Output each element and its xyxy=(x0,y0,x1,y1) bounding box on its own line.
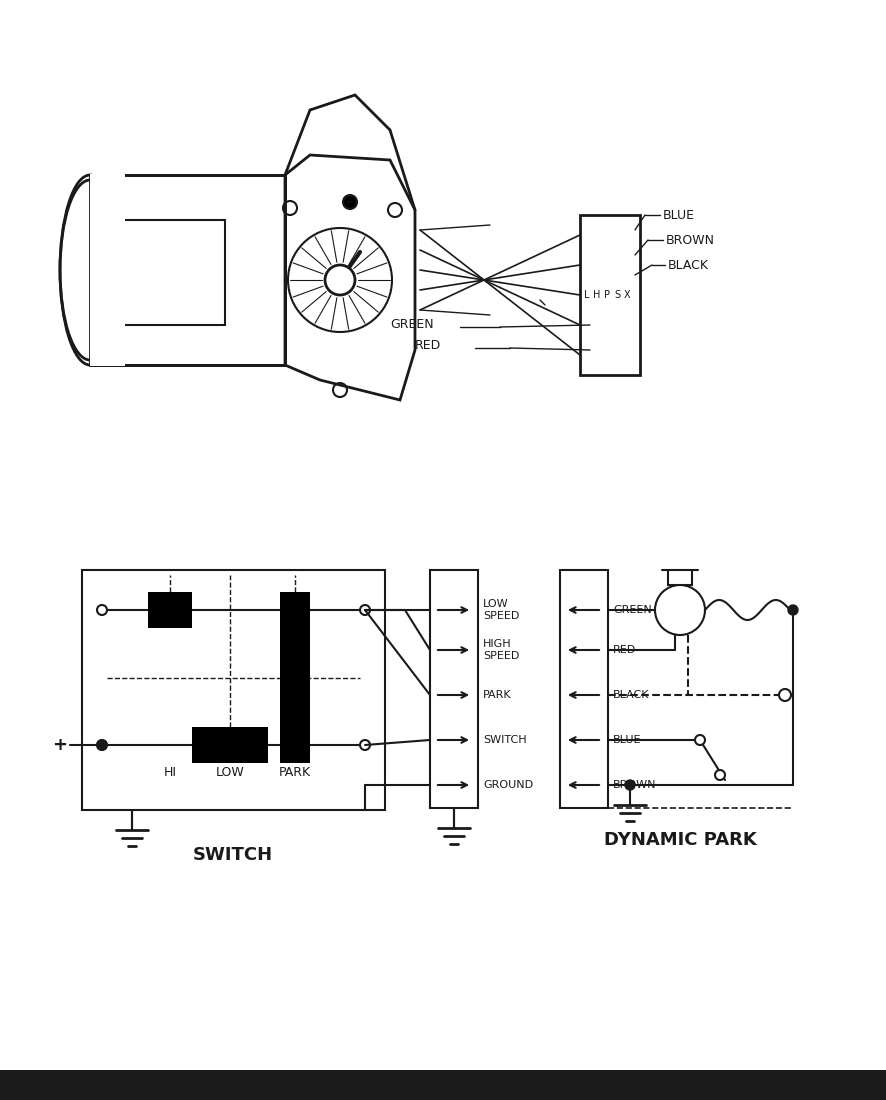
Bar xyxy=(82,570,385,810)
Bar xyxy=(559,570,607,808)
Circle shape xyxy=(343,195,356,209)
Text: SWITCH: SWITCH xyxy=(193,846,273,864)
Text: DYNAMIC PARK: DYNAMIC PARK xyxy=(603,830,756,849)
Bar xyxy=(667,570,691,585)
Text: LOW: LOW xyxy=(215,766,245,779)
Text: LOW
SPEED: LOW SPEED xyxy=(483,600,519,620)
Text: RED: RED xyxy=(612,645,635,654)
Text: BLUE: BLUE xyxy=(612,735,641,745)
Text: BROWN: BROWN xyxy=(612,780,656,790)
Bar xyxy=(148,592,191,628)
Text: BLACK: BLACK xyxy=(667,258,708,272)
Text: HI: HI xyxy=(163,766,176,779)
Bar xyxy=(89,175,284,365)
Bar xyxy=(430,570,478,808)
Circle shape xyxy=(778,689,790,701)
Text: S: S xyxy=(613,290,619,300)
Bar xyxy=(280,628,309,727)
Text: BLUE: BLUE xyxy=(662,209,695,221)
Text: +: + xyxy=(52,736,67,754)
Circle shape xyxy=(714,770,724,780)
Text: SWITCH: SWITCH xyxy=(483,735,526,745)
Text: BLACK: BLACK xyxy=(612,690,649,700)
Bar xyxy=(280,727,309,763)
Text: RED: RED xyxy=(415,339,440,352)
Circle shape xyxy=(625,780,634,790)
Text: HIGH
SPEED: HIGH SPEED xyxy=(483,639,519,661)
Text: L: L xyxy=(584,290,589,300)
Text: X: X xyxy=(623,290,630,300)
Bar xyxy=(579,214,640,375)
Circle shape xyxy=(324,265,354,295)
Bar xyxy=(89,174,125,366)
Circle shape xyxy=(787,605,797,615)
Text: PARK: PARK xyxy=(483,690,511,700)
Circle shape xyxy=(695,735,704,745)
Bar xyxy=(191,727,268,763)
Text: GROUND: GROUND xyxy=(483,780,532,790)
Text: −: − xyxy=(346,197,354,207)
Bar xyxy=(280,592,309,628)
Text: GREEN: GREEN xyxy=(612,605,651,615)
Text: BROWN: BROWN xyxy=(665,233,714,246)
Text: P: P xyxy=(603,290,610,300)
Text: H: H xyxy=(593,290,600,300)
Circle shape xyxy=(97,740,107,750)
Bar xyxy=(0,1070,886,1100)
Text: PARK: PARK xyxy=(278,766,311,779)
Bar xyxy=(115,220,225,324)
Text: GREEN: GREEN xyxy=(390,318,433,330)
